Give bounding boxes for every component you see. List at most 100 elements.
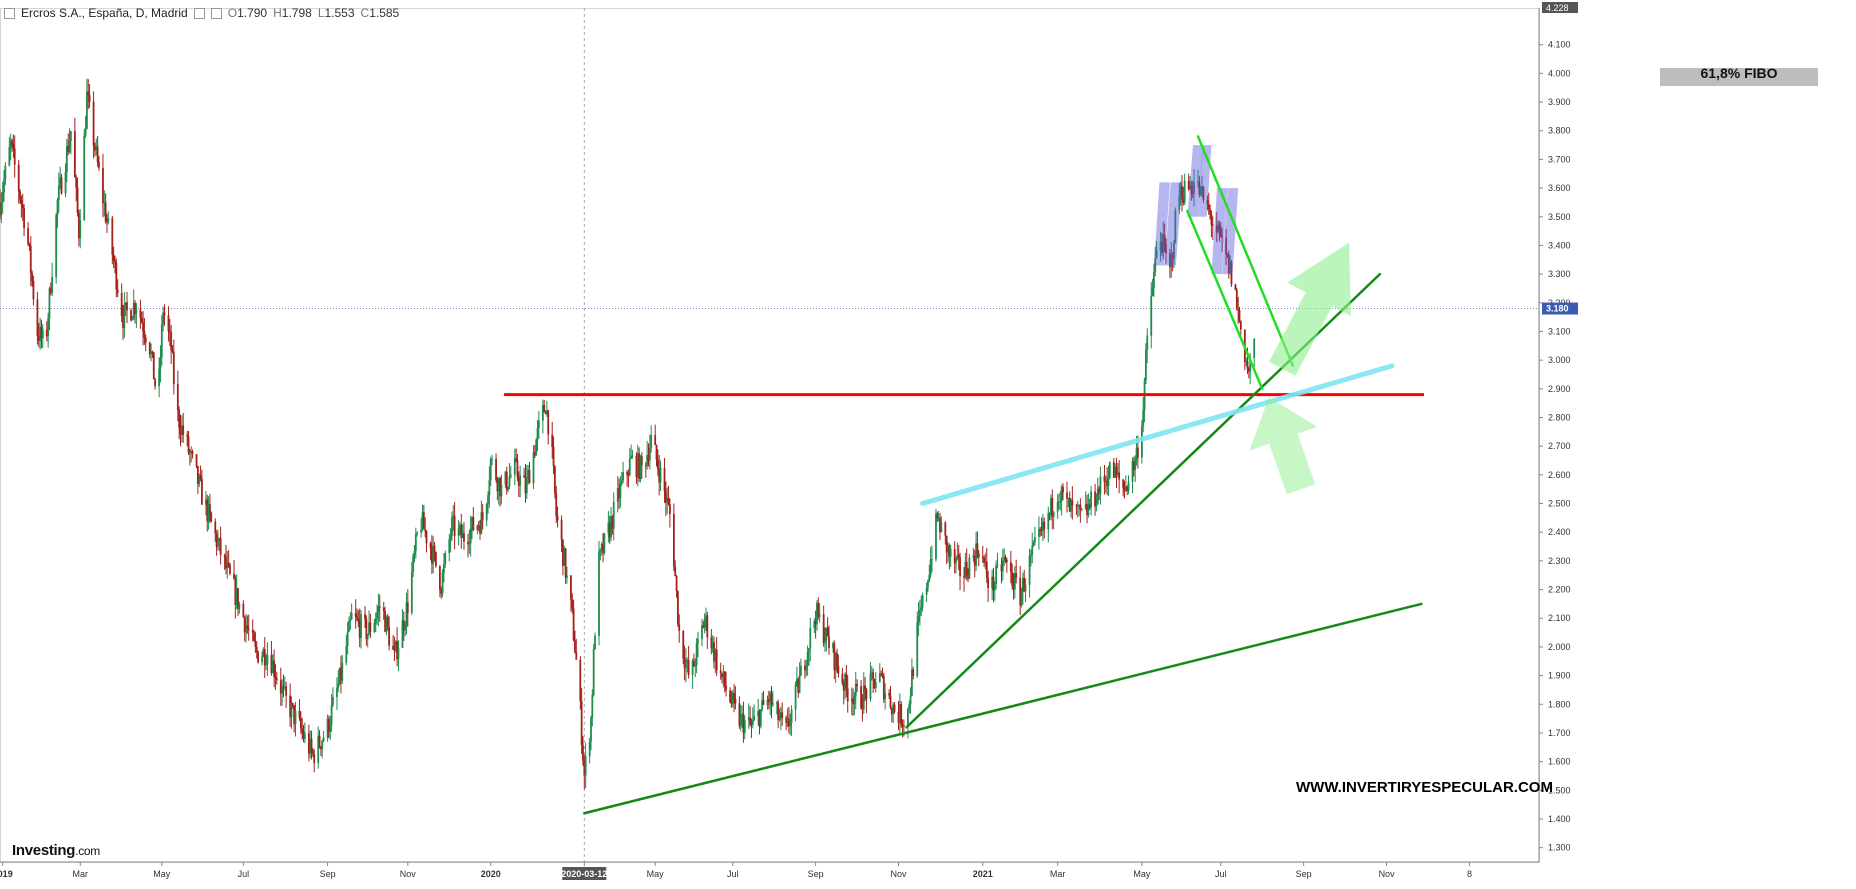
candle-body xyxy=(1012,585,1015,590)
candle-body xyxy=(1038,528,1040,538)
candle-body xyxy=(1234,284,1237,291)
candle-body xyxy=(837,665,840,674)
candle-body xyxy=(294,710,297,725)
y-tick-label: 2.100 xyxy=(1548,613,1571,623)
collapse-icon[interactable] xyxy=(4,7,15,19)
candle-body xyxy=(1118,472,1121,480)
candle-body xyxy=(778,718,781,721)
candle-body xyxy=(787,718,790,727)
candle-body xyxy=(348,620,350,632)
candle-body xyxy=(281,686,284,694)
candle-body xyxy=(328,718,330,732)
candle-body xyxy=(167,315,170,332)
candle-body xyxy=(523,475,526,478)
x-tick-label: Jul xyxy=(727,869,739,879)
candle-body xyxy=(480,512,483,534)
candle-body xyxy=(441,572,444,594)
candle-body xyxy=(1198,181,1201,195)
candle-body xyxy=(123,304,126,329)
candle-body xyxy=(929,559,932,576)
candle-body xyxy=(975,543,977,566)
candle-body xyxy=(1021,578,1024,593)
candle-body xyxy=(703,618,706,628)
candle-body xyxy=(1048,513,1051,515)
candle-body xyxy=(916,622,919,676)
settings-icon[interactable] xyxy=(193,7,205,19)
candle-body xyxy=(630,456,633,459)
candle-body xyxy=(263,649,266,666)
y-tick-label: 3.800 xyxy=(1548,126,1571,136)
y-tick-label: 3.700 xyxy=(1548,154,1571,164)
candle-body xyxy=(1162,234,1165,253)
candle-body xyxy=(683,658,686,669)
candle-body xyxy=(3,179,5,193)
logo-name: Investing xyxy=(12,842,76,859)
candle-body xyxy=(106,221,108,223)
candle-body xyxy=(317,735,320,764)
candle-body xyxy=(139,309,142,318)
candle-body xyxy=(515,458,518,461)
candle-body xyxy=(832,643,834,648)
candle-body xyxy=(1051,498,1054,517)
candle-body xyxy=(939,517,941,533)
x-tick-label: Sep xyxy=(808,869,824,879)
candle-body xyxy=(600,544,603,550)
candle-body xyxy=(103,202,106,204)
candle-body xyxy=(60,177,63,194)
candle-body xyxy=(382,607,385,611)
plot-border xyxy=(0,8,1540,863)
candle-body xyxy=(364,614,366,619)
candle-body xyxy=(611,516,614,529)
candle-body xyxy=(880,673,883,675)
candle-body xyxy=(226,562,229,569)
candle-body xyxy=(1165,244,1167,254)
candle-body xyxy=(433,545,436,552)
candle-body xyxy=(19,191,21,200)
candle-body xyxy=(134,302,136,314)
candle-body xyxy=(985,561,988,578)
candle-body xyxy=(725,685,727,691)
candle-body xyxy=(750,723,753,725)
candle-body xyxy=(911,669,913,696)
close-icon[interactable] xyxy=(210,7,222,19)
candle-body xyxy=(693,660,695,667)
candle-body xyxy=(1181,185,1183,201)
candle-body xyxy=(822,614,825,644)
candle-body xyxy=(1183,181,1186,203)
candle-body xyxy=(1209,209,1211,215)
candle-body xyxy=(1154,258,1157,272)
candle-body xyxy=(76,187,79,213)
candle-body xyxy=(1126,486,1129,491)
candle-body xyxy=(664,491,667,503)
candle-body xyxy=(9,140,12,147)
candle-body xyxy=(168,331,171,333)
candle-body xyxy=(1206,200,1209,205)
candle-body xyxy=(639,456,642,479)
candle-body xyxy=(556,515,559,521)
candle-body xyxy=(397,647,400,660)
candle-body xyxy=(424,529,427,532)
candle-body xyxy=(479,525,481,534)
candle-body xyxy=(655,445,658,460)
last-price-label: 3.180 xyxy=(1546,304,1569,314)
candle-body xyxy=(964,561,967,578)
candle-body xyxy=(957,554,960,558)
fibo-label: 61,8% FIBO xyxy=(1700,65,1778,81)
candle-body xyxy=(1178,196,1181,210)
chart-header: Ercros S.A., España, D, Madrid O1.790 H1… xyxy=(4,4,399,22)
pattern-shape xyxy=(1164,182,1182,266)
cursor-date-tag xyxy=(562,867,607,880)
y-tick-label: 3.000 xyxy=(1548,355,1571,365)
candle-body xyxy=(1230,262,1233,285)
candle-body xyxy=(285,686,288,696)
candle-body xyxy=(547,410,550,435)
candle-body xyxy=(785,717,788,724)
candle-body xyxy=(667,498,670,505)
candle-body xyxy=(1013,573,1016,590)
candle-body xyxy=(209,504,211,513)
candle-body xyxy=(537,420,540,429)
candle-body xyxy=(1052,511,1055,517)
candle-body xyxy=(592,649,595,695)
candle-body xyxy=(115,262,118,290)
